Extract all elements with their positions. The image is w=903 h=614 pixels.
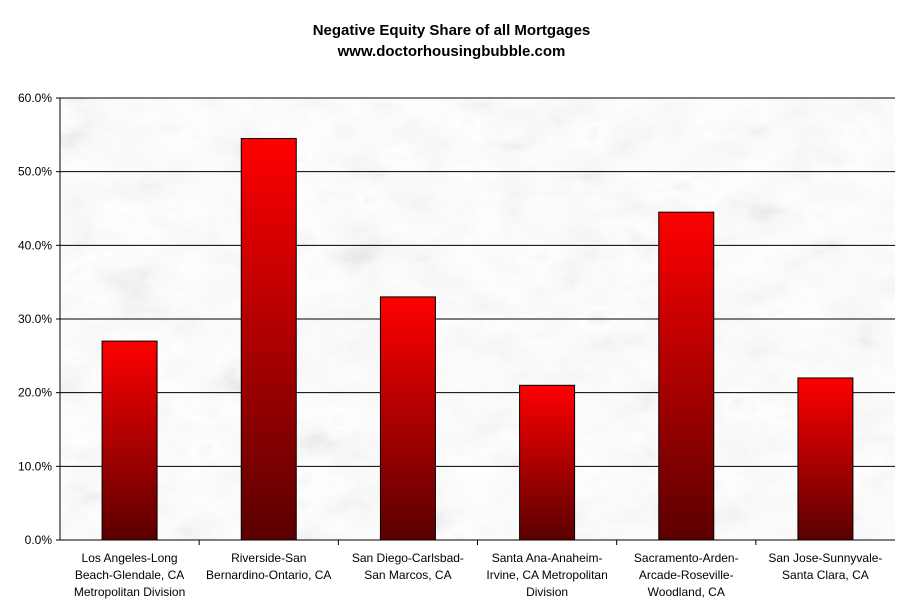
bar [797,377,854,541]
gridlines [60,97,895,467]
x-category-label: Los Angeles-Long Beach-Glendale, CA Metrop… [61,550,199,601]
x-category-label-line: Division [526,585,569,599]
x-category-label: San Jose-Sunnyvale- Santa Clara, CA [756,550,894,584]
x-category-label-line: Sacramento-Arden- [633,551,739,565]
bar [240,138,297,541]
chart-subtitle: www.doctorhousingbubble.com [337,43,566,60]
x-category-label-line: Irvine, CA Metropolitan [486,568,608,582]
y-tick-label: 30.0% [18,312,52,326]
x-category-label-line: Arcade-Roseville- [638,568,734,582]
y-tick-label: 60.0% [18,91,52,105]
y-tick-label: 0.0% [25,533,53,547]
chart-title-block: Negative Equity Share of all Mortgages w… [0,20,903,62]
x-category-label-line: Bernardino-Ontario, CA [206,568,332,582]
bar [519,384,576,541]
x-category-label-line: Santa Ana-Anaheim- [491,551,603,565]
x-category-label-line: Riverside-San [231,551,307,565]
bar [379,296,436,541]
y-tick-label: 20.0% [18,386,52,400]
bar [101,340,158,541]
x-category-label-line: Los Angeles-Long [81,551,178,565]
chart-title: Negative Equity Share of all Mortgages [312,22,591,39]
x-category-label-line: San Jose-Sunnyvale- [768,551,883,565]
x-category-label: Riverside-San Bernardino-Ontario, CA [200,550,338,584]
x-category-label-line: Woodland, CA [647,585,725,599]
x-category-label-line: San Marcos, CA [364,568,452,582]
bar [658,211,715,541]
x-category-label-line: Beach-Glendale, CA [74,568,185,582]
y-tick-label: 40.0% [18,238,52,252]
bars [101,138,854,541]
y-tick-label: 10.0% [18,459,52,473]
x-category-label-line: San Diego-Carlsbad- [351,551,464,565]
x-category-label: Sacramento-Arden- Arcade-Roseville- Woodla… [617,550,755,601]
y-axis: 0.0% 10.0% 20.0% 30.0% 40.0% 50.0% 60.0% [18,91,757,547]
x-category-label-line: Metropolitan Division [73,585,186,599]
x-category-label: San Diego-Carlsbad- San Marcos, CA [339,550,477,584]
x-category-label-line: Santa Clara, CA [782,568,869,582]
y-tick-label: 50.0% [18,165,52,179]
x-category-label: Santa Ana-Anaheim- Irvine, CA Metropolita… [478,550,616,601]
